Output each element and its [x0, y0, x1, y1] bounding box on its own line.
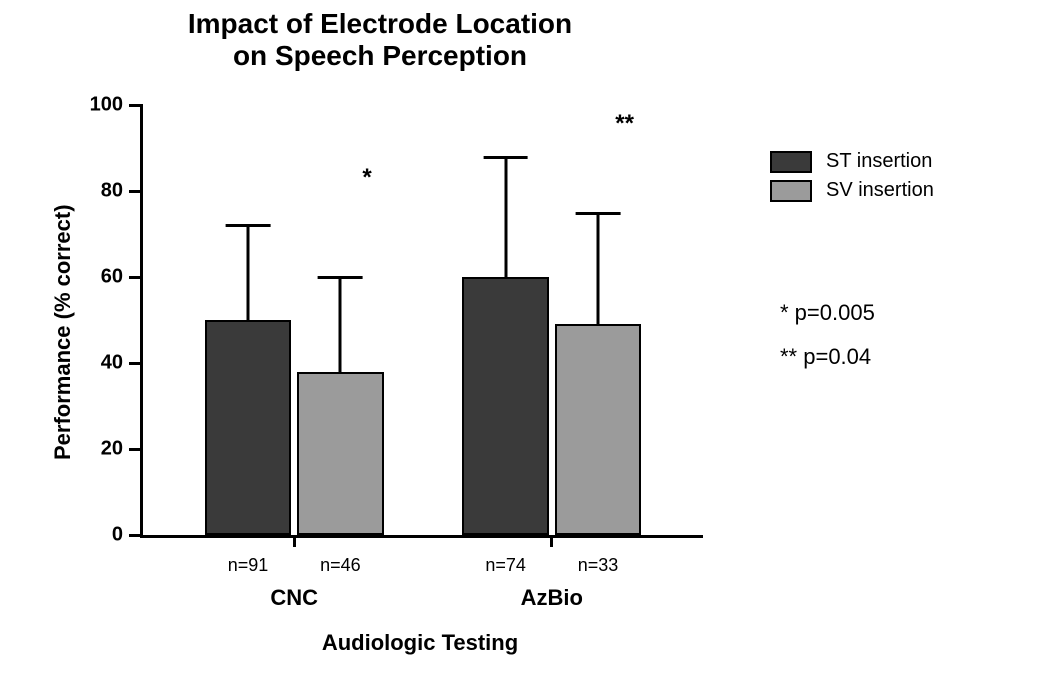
error-bar-stem: [247, 225, 250, 320]
y-tick: [129, 190, 143, 193]
legend-item: SV insertion: [770, 179, 934, 202]
significance-marker: **: [615, 110, 634, 138]
legend-item: ST insertion: [770, 150, 934, 173]
bar-st: [205, 320, 292, 535]
y-tick: [129, 104, 143, 107]
y-tick: [129, 362, 143, 365]
error-bar-cap: [318, 276, 363, 279]
p-value-note: ** p=0.04: [780, 344, 871, 370]
y-tick-label: 20: [101, 438, 123, 461]
x-axis-label: Audiologic Testing: [140, 630, 700, 656]
chart-title-line2: on Speech Perception: [0, 40, 760, 72]
n-label: n=46: [320, 555, 361, 576]
error-bar-stem: [339, 277, 342, 372]
legend-label: ST insertion: [826, 150, 932, 173]
chart-title: Impact of Electrode Locationon Speech Pe…: [0, 8, 760, 72]
n-label: n=91: [228, 555, 269, 576]
y-tick-label: 100: [90, 94, 123, 117]
group-label: AzBio: [521, 585, 583, 611]
error-bar-stem: [504, 157, 507, 277]
legend-label: SV insertion: [826, 179, 934, 202]
plot-area: 020406080100CNC*n=91n=46AzBio**n=74n=33: [140, 105, 703, 538]
y-tick-label: 0: [112, 524, 123, 547]
group-tick: [293, 535, 296, 547]
error-bar-cap: [483, 156, 528, 159]
n-label: n=33: [578, 555, 619, 576]
group-label: CNC: [270, 585, 318, 611]
error-bar-stem: [597, 213, 600, 325]
y-tick-label: 60: [101, 266, 123, 289]
bar-st: [462, 277, 549, 535]
p-value-note: * p=0.005: [780, 300, 875, 326]
y-tick-label: 80: [101, 180, 123, 203]
figure: Impact of Electrode Locationon Speech Pe…: [0, 0, 1050, 676]
chart-title-line1: Impact of Electrode Location: [0, 8, 760, 40]
bar-sv: [555, 324, 642, 535]
y-tick: [129, 276, 143, 279]
y-axis-label: Performance (% correct): [50, 204, 76, 460]
group-tick: [550, 535, 553, 547]
error-bar-cap: [226, 224, 271, 227]
y-tick: [129, 534, 143, 537]
error-bar-cap: [576, 212, 621, 215]
bar-sv: [297, 372, 384, 535]
legend: ST insertion SV insertion: [770, 150, 934, 208]
n-label: n=74: [485, 555, 526, 576]
legend-swatch: [770, 180, 812, 202]
y-tick-label: 40: [101, 352, 123, 375]
legend-swatch: [770, 151, 812, 173]
y-tick: [129, 448, 143, 451]
significance-marker: *: [362, 164, 371, 192]
